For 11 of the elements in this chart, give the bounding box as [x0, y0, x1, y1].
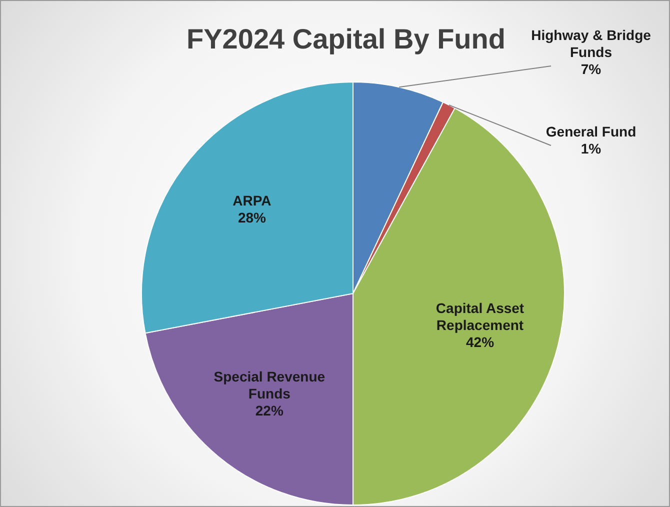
- data-label: 1%: [580, 140, 602, 156]
- data-label: 28%: [238, 209, 267, 226]
- slice-label: General Fund: [546, 123, 636, 140]
- data-label: 22%: [255, 402, 284, 418]
- data-label: 42%: [466, 334, 495, 350]
- slice-label: Capital Asset Replacement: [436, 300, 524, 333]
- slice-label: Special Revenue Funds: [214, 368, 326, 402]
- slice-label: ARPA: [232, 192, 272, 208]
- data-label: 7%: [580, 60, 602, 77]
- chart-title: FY2024 Capital By Fund: [186, 24, 506, 55]
- slice-label: Highway & Bridge Funds: [531, 26, 652, 60]
